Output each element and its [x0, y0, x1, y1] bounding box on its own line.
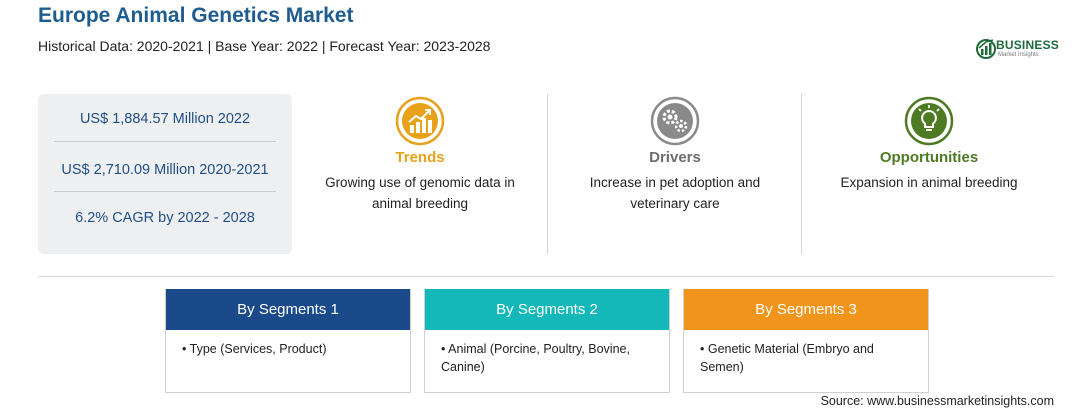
segment-card-1: By Segments 1 • Type (Services, Product): [165, 289, 411, 393]
feature-title: Trends: [395, 149, 445, 166]
feature-drivers: Drivers Increase in pet adoption and vet…: [560, 96, 790, 214]
page-subtitle: Historical Data: 2020-2021 | Base Year: …: [38, 38, 491, 54]
stat-historical-value: US$ 2,710.09 Million 2020-2021: [61, 162, 269, 178]
stat-divider: [54, 191, 276, 192]
column-divider: [801, 94, 802, 254]
stat-divider: [54, 141, 276, 142]
feature-description: Expansion in animal breeding: [840, 175, 1018, 190]
segment-card-2: By Segments 2 • Animal (Porcine, Poultry…: [424, 289, 670, 393]
feature-description: Increase in pet adoption and veterinary …: [589, 175, 761, 211]
feature-description: Growing use of genomic data in animal br…: [325, 175, 515, 211]
company-logo: BUSINESS Market Insights: [975, 36, 1070, 62]
feature-title: Opportunities: [879, 149, 979, 166]
feature-trends: Trends Growing use of genomic data in an…: [305, 96, 535, 214]
segment-item: • Animal (Porcine, Poultry, Bovine, Cani…: [441, 342, 630, 374]
column-divider: [547, 94, 548, 254]
feature-opportunities: Opportunities Expansion in animal breedi…: [814, 96, 1044, 193]
segment-item: • Genetic Material (Embryo and Semen): [700, 342, 874, 374]
logo-tagline: Market Insights: [998, 52, 1039, 58]
lightbulb-icon: [904, 96, 954, 146]
logo-globe-icon: [976, 39, 996, 59]
feature-title: Drivers: [649, 149, 701, 166]
section-divider: [38, 276, 1054, 277]
segment-card-3: By Segments 3 • Genetic Material (Embryo…: [683, 289, 929, 393]
page-title: Europe Animal Genetics Market: [38, 4, 354, 27]
logo-name: BUSINESS: [996, 38, 1059, 52]
segment-header: By Segments 3: [684, 289, 928, 330]
source-credit: Source: www.businessmarketinsights.com: [820, 394, 1054, 408]
trending-up-chart-icon: [395, 96, 445, 146]
gears-icon: [650, 96, 700, 146]
segment-item: • Type (Services, Product): [182, 342, 327, 356]
market-stats-panel: US$ 1,884.57 Million 2022 US$ 2,710.09 M…: [38, 94, 292, 254]
stat-market-value-2022: US$ 1,884.57 Million 2022: [79, 111, 251, 127]
stat-cagr: 6.2% CAGR by 2022 - 2028: [75, 210, 255, 226]
segment-header: By Segments 2: [425, 289, 669, 330]
segment-header: By Segments 1: [166, 289, 410, 330]
